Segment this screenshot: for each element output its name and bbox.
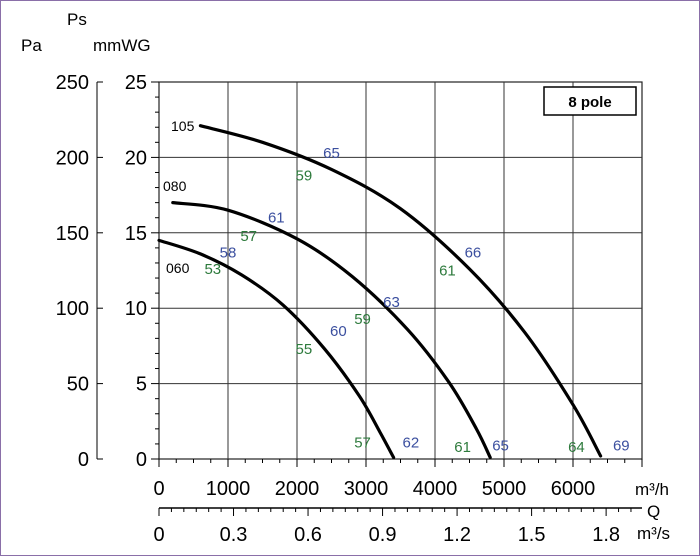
efficiency-label: 59 bbox=[296, 167, 313, 184]
x-tick-label-ms: 0.6 bbox=[294, 524, 322, 546]
efficiency-label: 65 bbox=[492, 437, 509, 454]
y-tick-label-pa: 100 bbox=[56, 298, 89, 320]
curve-label-105: 105 bbox=[171, 118, 195, 134]
mmwg-unit-label: mmWG bbox=[93, 36, 151, 55]
efficiency-label: 62 bbox=[403, 434, 420, 451]
y-tick-label-mmwg: 10 bbox=[125, 298, 147, 320]
flow-unit-mh-label: m³/h bbox=[635, 480, 669, 499]
x-tick-label-ms: 1.5 bbox=[518, 524, 546, 546]
efficiency-label: 55 bbox=[296, 341, 313, 358]
efficiency-label: 60 bbox=[330, 323, 347, 340]
fan-curve-105 bbox=[198, 124, 603, 458]
curve-label-080: 080 bbox=[163, 178, 187, 194]
y-tick-label-pa: 50 bbox=[67, 374, 89, 396]
y-tick-label-pa: 250 bbox=[56, 72, 89, 94]
x-tick-label-mh: 3000 bbox=[344, 478, 389, 500]
y-tick-label-mmwg: 0 bbox=[136, 449, 147, 471]
x-tick-label-ms: 0.3 bbox=[220, 524, 248, 546]
y-tick-label-mmwg: 15 bbox=[125, 223, 147, 245]
efficiency-label: 61 bbox=[454, 439, 471, 456]
x-tick-label-mh: 5000 bbox=[482, 478, 527, 500]
y-tick-label-mmwg: 20 bbox=[125, 147, 147, 169]
efficiency-label: 63 bbox=[383, 294, 400, 311]
y-tick-label-mmwg: 25 bbox=[125, 72, 147, 94]
x-tick-label-ms: 1.8 bbox=[592, 524, 620, 546]
x-tick-label-ms: 0.9 bbox=[369, 524, 397, 546]
x-tick-label-mh: 1000 bbox=[206, 478, 251, 500]
fan-curve-060 bbox=[157, 238, 396, 460]
x-tick-label-ms: 0 bbox=[153, 524, 164, 546]
x-tick-label-mh: 0 bbox=[153, 478, 164, 500]
efficiency-label: 53 bbox=[204, 261, 221, 278]
fan-curves: 060 080 105 bbox=[157, 118, 603, 460]
x-tick-label-ms: 1.2 bbox=[443, 524, 471, 546]
efficiency-label: 69 bbox=[613, 437, 630, 454]
efficiency-label: 64 bbox=[568, 439, 585, 456]
efficiency-label: 57 bbox=[240, 228, 257, 245]
legend-box-label: 8 pole bbox=[568, 94, 611, 111]
fan-curve-080 bbox=[171, 201, 492, 460]
efficiency-label: 58 bbox=[220, 244, 237, 261]
flow-symbol-label: Q bbox=[647, 502, 660, 521]
ps-symbol: Ps bbox=[67, 10, 87, 29]
efficiency-label: 61 bbox=[268, 210, 285, 227]
y-tick-label-pa: 0 bbox=[78, 449, 89, 471]
y-tick-label-pa: 150 bbox=[56, 223, 89, 245]
efficiency-label: 65 bbox=[323, 145, 340, 162]
x-tick-label-mh: 2000 bbox=[275, 478, 320, 500]
efficiency-label: 57 bbox=[354, 434, 371, 451]
y-tick-label-pa: 200 bbox=[56, 147, 89, 169]
y-tick-label-mmwg: 5 bbox=[136, 374, 147, 396]
efficiency-label: 59 bbox=[354, 311, 371, 328]
x-tick-label-mh: 4000 bbox=[413, 478, 458, 500]
efficiency-label: 66 bbox=[465, 244, 482, 261]
x-tick-label-mh: 6000 bbox=[551, 478, 596, 500]
pa-unit-label: Pa bbox=[21, 36, 42, 55]
flow-unit-ms-label: m³/s bbox=[637, 524, 670, 543]
legend-box bbox=[543, 86, 637, 116]
curve-label-060: 060 bbox=[166, 260, 190, 276]
x-axis-ticks: 0 1000 2000 3000 4000 5000 6000 0 0.3 0.6 0.9 1.2 1.… bbox=[153, 459, 643, 546]
efficiency-label: 61 bbox=[439, 263, 456, 280]
